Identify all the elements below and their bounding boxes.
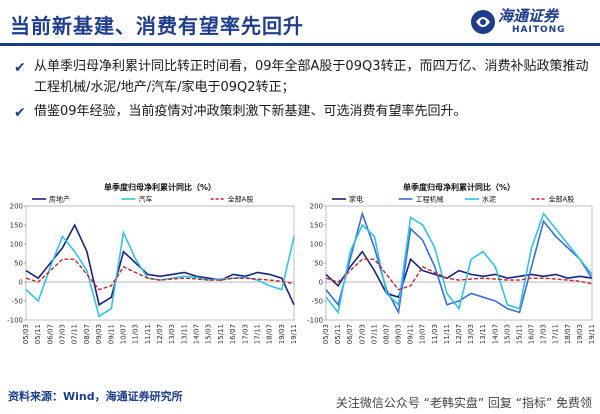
x-tick-label: 08/07 [382,324,390,344]
slide-header: 当前新基建、消费有望率先回升 海通证券 HAITONG [0,0,600,46]
x-tick-label: 13/11 [479,324,487,344]
x-tick-label: 08/07 [83,324,91,344]
x-tick-label: 06/07 [346,324,354,344]
page-title: 当前新基建、消费有望率先回升 [10,14,304,38]
header-divider [0,43,600,46]
chart-right: 单季度归母净利累计同比（%） -100 -50 0 50 100 150 200 05/03 05… [302,180,600,370]
chart-left-svg: 单季度归母净利累计同比（%） -100 -50 0 50 100 150 200 05/03 05… [7,182,298,344]
x-tick-label: 05/03 [322,324,330,344]
x-tick-label: 18/07 [266,324,274,344]
y-tick-label: 50 [14,260,23,268]
y-tick-label: -100 [307,317,323,325]
x-tick-label: 11/11 [443,324,451,344]
bullet-item: ✔ 借鉴09年经验，当前疫情对冲政策刺激下新基建、可选消费有望率先回升。 [14,101,590,122]
legend-label: 家电 [349,195,363,204]
legend-label: 工程机械 [416,195,444,204]
y-tick-label: 0 [19,279,23,287]
bullet-list: ✔ 从单季归母净利累计同比转正时间看，09年全部A股于09Q3转正，而四万亿、消… [14,56,590,125]
plot-frame [25,205,295,321]
x-tick-label: 19/03 [278,324,286,344]
x-tick-label: 07/03 [59,324,67,344]
series-line-全部A股 [325,258,593,291]
watermark-text: 关注微信公众号 “老韩实盘” 回复 “指标” 免费领 [335,396,592,410]
legend-label: 汽车 [138,195,152,204]
y-tick-label: 0 [319,279,323,287]
x-tick-label: 09/11 [107,324,115,344]
x-tick-label: 09/11 [407,324,415,344]
x-tick-label: 10/07 [119,324,127,344]
x-tick-label: 11/03 [431,324,439,344]
x-tick-label: 15/03 [503,324,511,344]
chart-title: 单季度归母净利累计同比（%） [104,182,216,192]
y-tick-label: 100 [310,241,323,249]
y-tick-label: -50 [312,298,323,306]
y-tick-label: 50 [314,260,323,268]
x-tick-label: 15/03 [205,324,213,344]
x-tick-label: 17/03 [540,324,548,344]
x-tick-label: 13/03 [467,324,475,344]
source-note: 资料来源：Wind，海通证券研究所 [8,390,183,403]
bullet-item: ✔ 从单季归母净利累计同比转正时间看，09年全部A股于09Q3转正，而四万亿、消… [14,56,590,98]
series-line-全部A股 [25,258,295,291]
x-tick-label: 17/11 [552,324,560,344]
y-tick-label: 150 [310,222,323,230]
series-line-水泥 [325,211,593,315]
series-line-家电 [325,250,593,299]
bullet-text: 借鉴09年经验，当前疫情对冲政策刺激下新基建、可选消费有望率先回升。 [34,104,467,119]
x-tick-label: 12/07 [455,324,463,344]
x-tick-label: 17/03 [241,324,249,344]
checkmark-icon: ✔ [14,60,26,76]
x-tick-label: 12/07 [156,324,164,344]
x-tick-label: 09/03 [95,324,103,344]
x-tick-label: 15/11 [515,324,523,344]
x-tick-label: 16/07 [528,324,536,344]
legend-label: 全部A股 [228,195,254,204]
x-tick-label: 14/07 [491,324,499,344]
x-tick-label: 19/03 [576,324,584,344]
y-tick-label: 200 [10,203,23,211]
x-tick-label: 06/07 [46,324,54,344]
x-tick-label: 16/07 [229,324,237,344]
company-logo: 海通证券 HAITONG [470,4,596,42]
legend-label: 全部A股 [549,195,575,204]
haitong-emblem-icon [471,10,495,34]
x-tick-label: 17/11 [253,324,261,344]
x-tick-label: 15/11 [217,324,225,344]
series-line-房地产 [25,223,295,307]
x-tick-label: 19/11 [290,324,298,344]
chart-right-svg: 单季度归母净利累计同比（%） -100 -50 0 50 100 150 200 05/03 05… [307,182,596,344]
x-tick-label: 10/07 [419,324,427,344]
checkmark-icon: ✔ [14,105,26,121]
y-tick-label: 200 [310,203,323,211]
y-tick-label: -100 [7,317,23,325]
legend-label: 水泥 [482,195,496,204]
x-tick-label: 18/07 [564,324,572,344]
x-tick-label: 07/11 [370,324,378,344]
legend-label: 房地产 [49,195,70,204]
x-tick-label: 05/11 [334,324,342,344]
x-tick-label: 07/11 [71,324,79,344]
y-tick-label: 100 [10,241,23,249]
x-tick-label: 05/11 [34,324,42,344]
series-line-工程机械 [325,210,593,315]
bullet-text: 从单季归母净利累计同比转正时间看，09年全部A股于09Q3转正，而四万亿、消费补… [34,59,589,95]
chart-left: 单季度归母净利累计同比（%） -100 -50 0 50 100 150 200 05/03 05… [2,180,302,370]
logo-english: HAITONG [512,25,566,35]
x-tick-label: 13/03 [168,324,176,344]
y-tick-label: -50 [12,298,23,306]
logo-chinese: 海通证券 [498,7,559,25]
x-tick-label: 05/03 [22,324,30,344]
x-tick-label: 14/07 [193,324,201,344]
watermark-bar: 关注微信公众号 “老韩实盘” 回复 “指标” 免费领 [0,392,600,414]
chart-title: 单季度归母净利累计同比（%） [403,182,515,192]
x-tick-label: 09/03 [395,324,403,344]
x-tick-label: 13/11 [180,324,188,344]
y-tick-label: 150 [10,222,23,230]
x-tick-label: 07/03 [358,324,366,344]
x-tick-label: 19/11 [588,324,596,344]
x-tick-label: 11/11 [144,324,152,344]
x-tick-label: 11/03 [132,324,140,344]
